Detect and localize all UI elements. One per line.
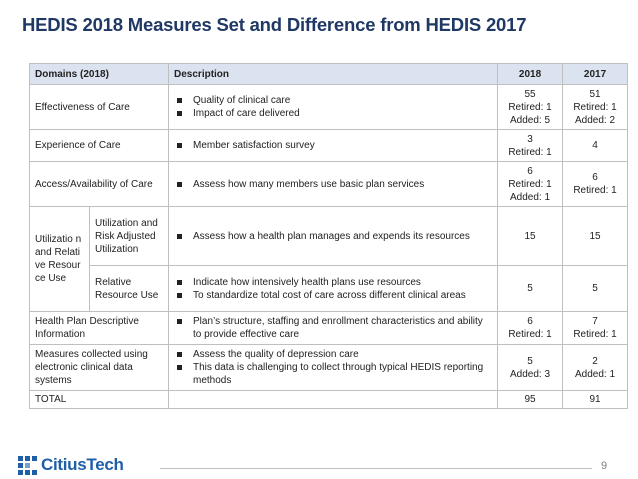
value-2018-cell: 3 Retired: 1: [497, 129, 564, 162]
domain-cell: Access/Availability of Care: [28, 161, 170, 207]
value-added: Added: 2: [574, 114, 616, 126]
table-header-row: Domains (2018) Description 2018 2017: [28, 63, 629, 85]
bullet-item: To standardize total cost of care across…: [174, 289, 492, 302]
value-retired: Retired: 1: [573, 329, 617, 340]
description-cell: Assess how a health plan manages and exp…: [168, 206, 499, 266]
value-2017-cell: 6 Retired: 1: [562, 161, 629, 207]
table-row-health-plan: Health Plan Descriptive Information Plan…: [28, 311, 629, 345]
description-cell: Assess the quality of depression care Th…: [168, 344, 499, 391]
value-added: Added: 5: [509, 114, 551, 126]
value-count: 3: [527, 133, 533, 145]
table-row-electronic: Measures collected using electronic clin…: [28, 344, 629, 391]
value-added: Added: 1: [509, 191, 551, 203]
total-label-cell: TOTAL: [28, 390, 170, 409]
slide-title: HEDIS 2018 Measures Set and Difference f…: [22, 14, 527, 35]
table-row-access: Access/Availability of Care Assess how m…: [28, 161, 629, 207]
value-retired: Retired: 1: [508, 101, 552, 113]
bullet-item: Assess how a health plan manages and exp…: [174, 230, 492, 243]
bullet-item: This data is challenging to collect thro…: [174, 361, 492, 387]
description-cell: Member satisfaction survey: [168, 129, 499, 162]
value-2018-cell: 6 Retired: 1: [497, 311, 564, 345]
value-count: 6: [527, 165, 533, 177]
value-count: 55: [524, 88, 536, 100]
table-row-experience: Experience of Care Member satisfaction s…: [28, 129, 629, 162]
value-count: 4: [592, 140, 598, 151]
value-2018-cell: 55 Retired: 1 Added: 5: [497, 84, 564, 130]
bullet-item: Member satisfaction survey: [174, 139, 492, 152]
bullet-item: Assess how many members use basic plan s…: [174, 178, 492, 191]
page-number: 9: [601, 460, 608, 472]
description-cell: Indicate how intensively health plans us…: [168, 265, 499, 312]
value-2017-cell: 51 Retired: 1 Added: 2: [562, 84, 629, 130]
bullet-item: Plan’s structure, staffing and enrollmen…: [174, 315, 492, 341]
description-cell: Quality of clinical care Impact of care …: [168, 84, 499, 130]
value-retired: Retired: 1: [508, 329, 552, 340]
bullet-item: Impact of care delivered: [174, 107, 492, 120]
domain-cell: Effectiveness of Care: [28, 84, 170, 130]
domain-cell: Health Plan Descriptive Information: [28, 311, 170, 345]
hedis-measures-table: Domains (2018) Description 2018 2017 Eff…: [28, 63, 629, 409]
bullet-item: Assess the quality of depression care: [174, 348, 492, 361]
domain-cell: Measures collected using electronic clin…: [28, 344, 170, 391]
value-added: Added: 1: [574, 368, 616, 380]
value-2017-cell: 2 Added: 1: [562, 344, 629, 391]
footer-divider: [160, 468, 592, 469]
header-2017: 2017: [562, 63, 629, 85]
description-cell: Assess how many members use basic plan s…: [168, 161, 499, 207]
subdomain-cell: Utilization and Risk Adjusted Utilizatio…: [88, 206, 170, 266]
value-added: Added: 3: [509, 368, 551, 380]
value-2017-cell: 7 Retired: 1: [562, 311, 629, 345]
logo-grid-icon: [18, 455, 37, 475]
total-2018-cell: 95: [497, 390, 564, 409]
value-count: 7: [592, 316, 598, 327]
total-empty-cell: [168, 390, 499, 409]
description-cell: Plan’s structure, staffing and enrollmen…: [168, 311, 499, 345]
value-2018-cell: 5: [497, 265, 564, 312]
bullet-item: Indicate how intensively health plans us…: [174, 276, 492, 289]
value-retired: Retired: 1: [573, 185, 617, 196]
value-retired: Retired: 1: [508, 146, 552, 158]
value-2018-cell: 5 Added: 3: [497, 344, 564, 391]
header-2018: 2018: [497, 63, 564, 85]
value-2017-cell: 4: [562, 129, 629, 162]
value-count: 6: [527, 316, 533, 327]
header-description: Description: [168, 63, 499, 85]
subdomain-cell: Relative Resource Use: [88, 265, 170, 312]
table-row-relative-resource: Relative Resource Use Indicate how inten…: [30, 265, 629, 312]
value-retired: Retired: 1: [508, 178, 552, 190]
value-2017-cell: 15: [562, 206, 629, 266]
value-count: 51: [589, 88, 601, 100]
logo-text: CitiusTech: [41, 455, 124, 474]
domain-cell: Experience of Care: [28, 129, 170, 162]
value-count: 5: [527, 355, 533, 367]
value-2018-cell: 15: [497, 206, 564, 266]
value-2017-cell: 5: [562, 265, 629, 312]
domain-cell: Utilizatio n and Relative Resource Use: [29, 206, 90, 312]
value-count: 2: [592, 355, 598, 367]
table-row-effectiveness: Effectiveness of Care Quality of clinica…: [28, 84, 629, 130]
value-2018-cell: 6 Retired: 1 Added: 1: [497, 161, 564, 207]
header-domains: Domains (2018): [28, 63, 170, 85]
table-row-utilization: Utilizatio n and Relative Resource Use U…: [29, 206, 629, 312]
total-2017-cell: 91: [562, 390, 629, 409]
value-retired: Retired: 1: [573, 101, 617, 113]
citiustech-logo: CitiusTech: [18, 455, 124, 475]
bullet-item: Quality of clinical care: [174, 94, 492, 107]
value-count: 6: [592, 172, 598, 183]
table-row-total: TOTAL 95 91: [28, 390, 629, 409]
